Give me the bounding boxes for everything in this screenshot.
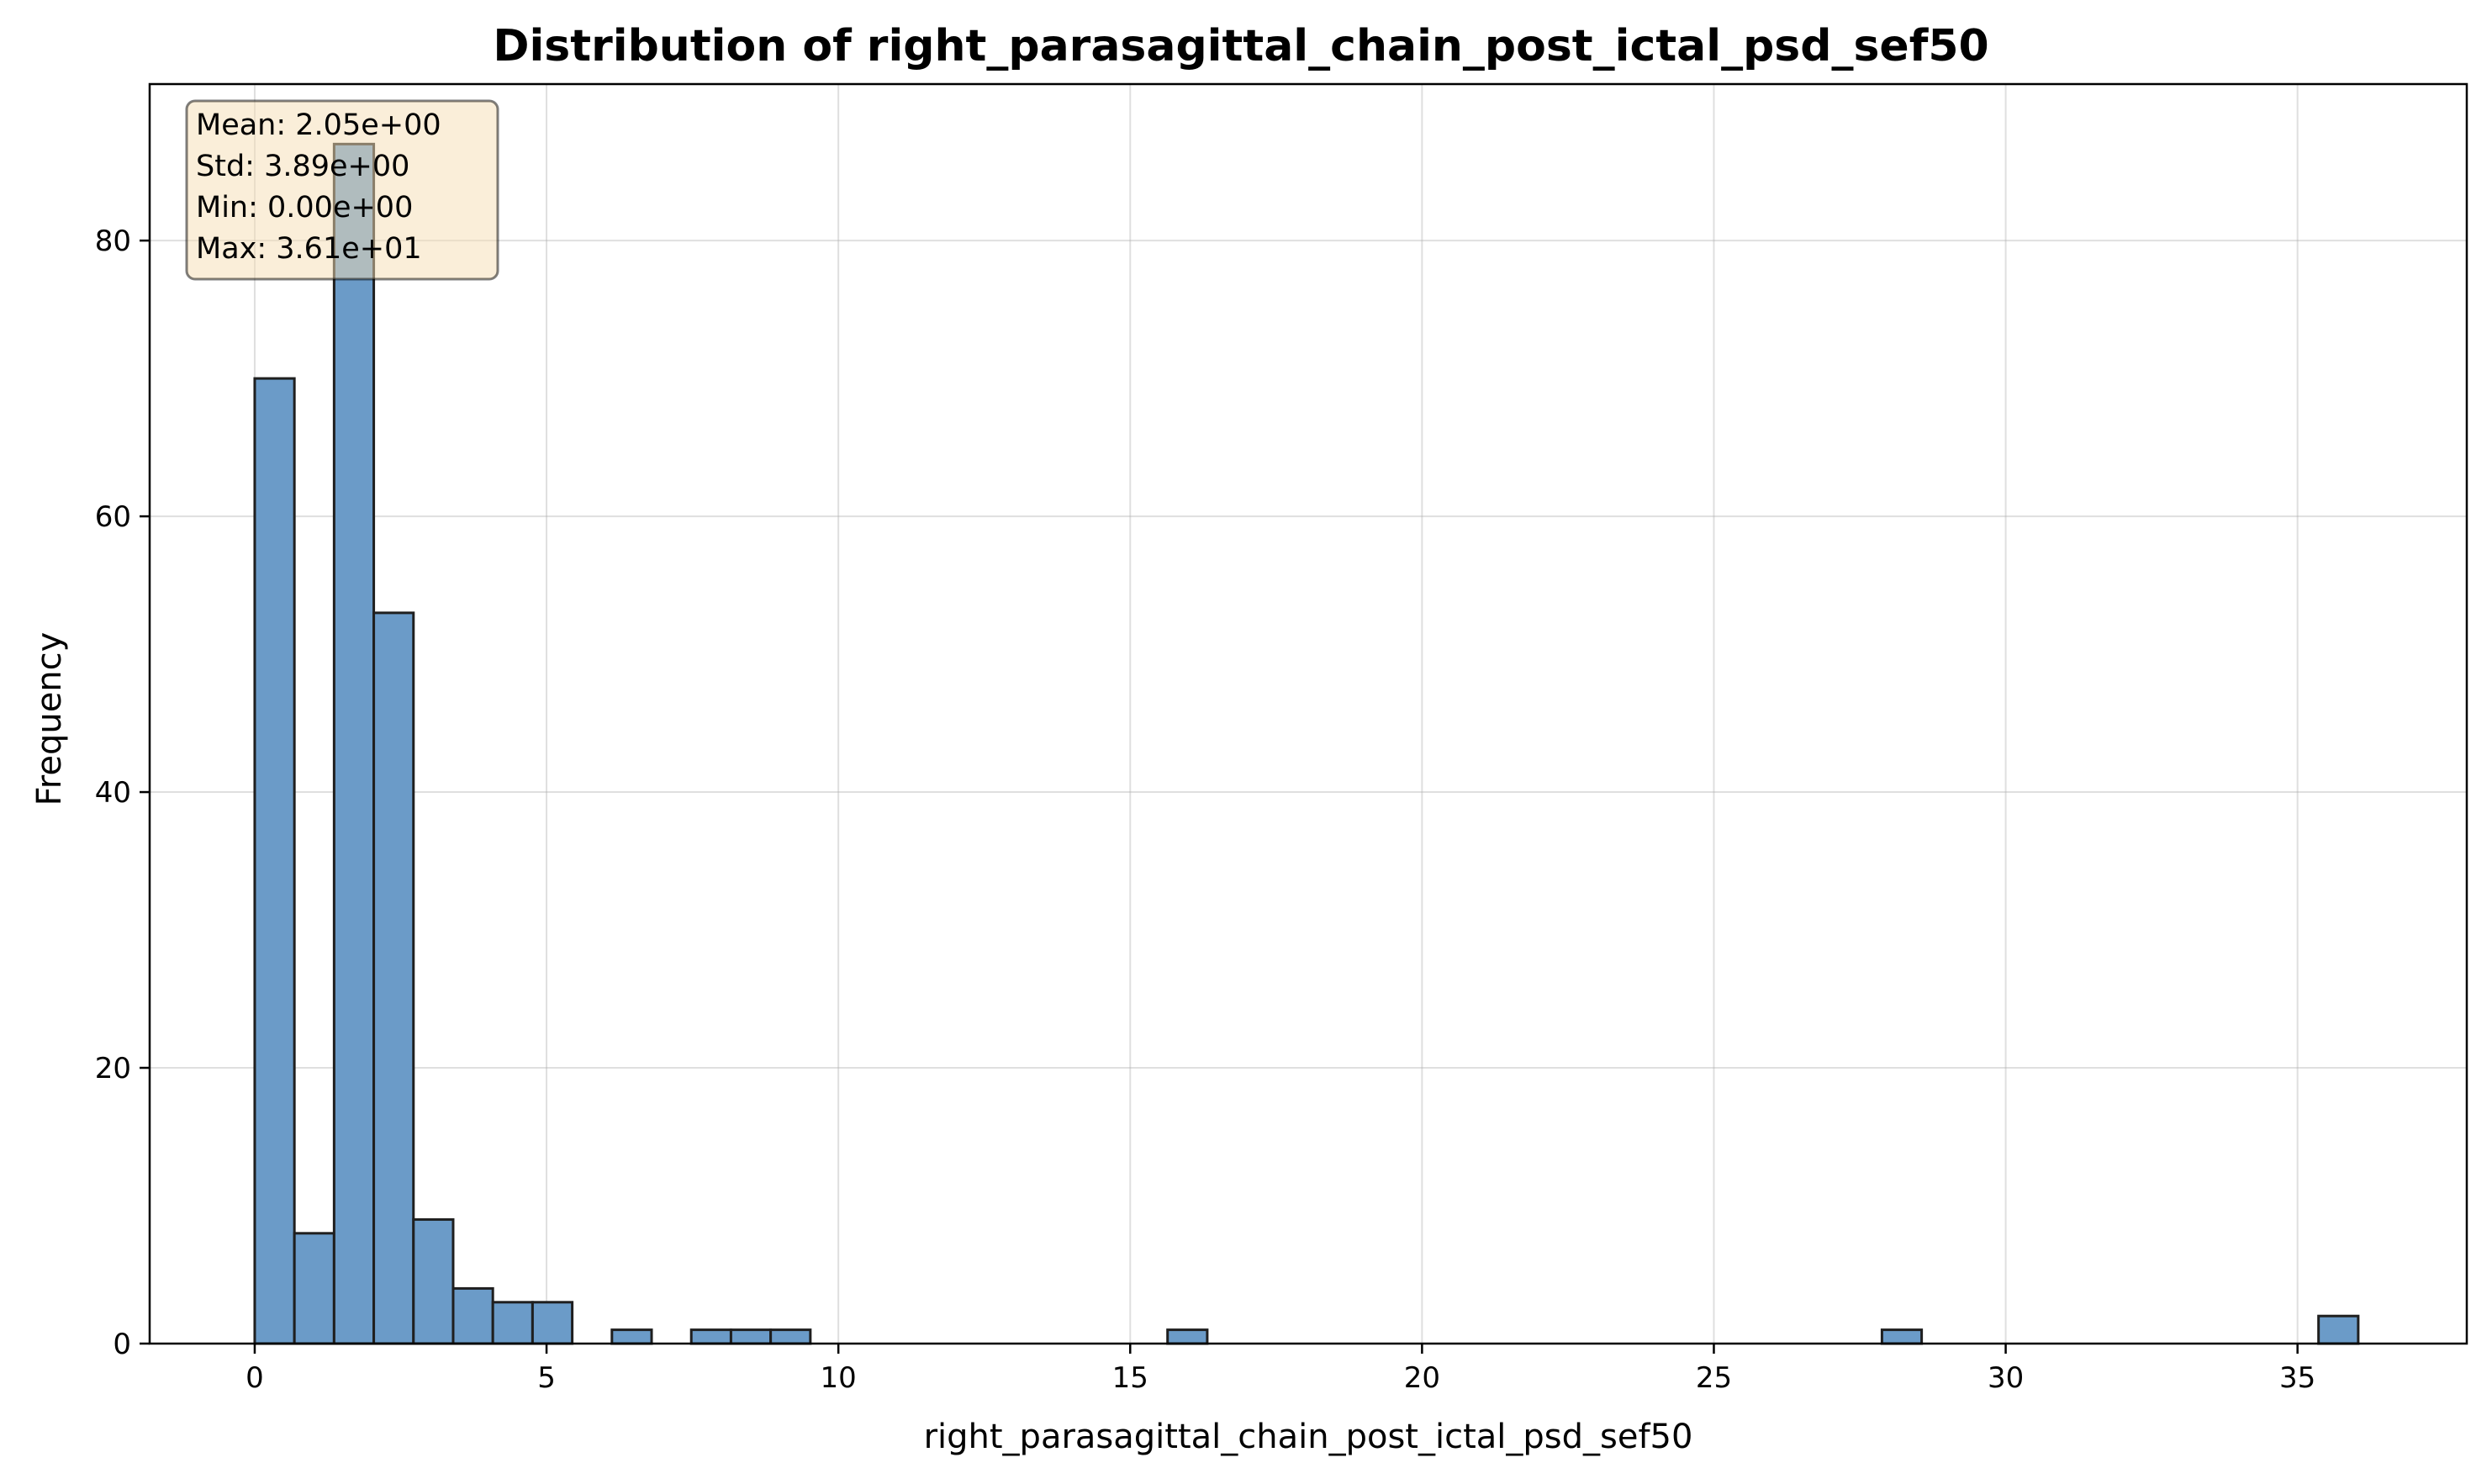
stats-box: Mean: 2.05e+00 Std: 3.89e+00 Min: 0.00e+… — [185, 99, 499, 281]
x-tick-label-2: 10 — [821, 1361, 857, 1395]
histogram-bar-8 — [610, 1328, 653, 1345]
stats-std: Std: 3.89e+00 — [196, 150, 409, 183]
x-tick-label-7: 35 — [2279, 1361, 2315, 1395]
stats-mean: Mean: 2.05e+00 — [196, 108, 441, 142]
x-tick-label-3: 15 — [1112, 1361, 1148, 1395]
y-axis-label: Frequency — [30, 632, 69, 806]
histogram-bar-12 — [1166, 1328, 1209, 1345]
histogram-bar-7 — [531, 1301, 574, 1345]
x-tick-label-1: 5 — [537, 1361, 556, 1395]
y-tick-label-0: 0 — [113, 1328, 131, 1361]
x-tick-label-4: 20 — [1404, 1361, 1440, 1395]
chart-title: Distribution of right_parasagittal_chain… — [493, 21, 1988, 71]
plot-frame — [148, 82, 2468, 1345]
histogram-bar-1 — [293, 1232, 335, 1345]
stats-box-background — [185, 99, 499, 281]
y-tick-label-3: 60 — [95, 500, 131, 534]
histogram-bar-5 — [451, 1286, 494, 1345]
stats-min: Min: 0.00e+00 — [196, 191, 413, 224]
x-axis-label: right_parasagittal_chain_post_ictal_psd_… — [924, 1418, 1693, 1456]
histogram-bar-11 — [769, 1328, 812, 1345]
stats-max: Max: 3.61e+01 — [196, 232, 422, 266]
x-tick-label-5: 25 — [1696, 1361, 1732, 1395]
histogram-bar-2 — [332, 142, 376, 1345]
y-tick-label-1: 20 — [95, 1052, 131, 1085]
y-tick-label-2: 40 — [95, 776, 131, 810]
histogram-bar-14 — [2317, 1314, 2360, 1345]
x-tick-label-0: 0 — [246, 1361, 264, 1395]
histogram-bar-6 — [491, 1301, 534, 1345]
histogram-bar-0 — [253, 377, 296, 1345]
histogram-bar-9 — [689, 1328, 732, 1345]
histogram-bar-13 — [1880, 1328, 1924, 1345]
histogram-bar-4 — [412, 1217, 455, 1345]
x-tick-label-6: 30 — [1988, 1361, 2024, 1395]
y-tick-label-4: 80 — [95, 224, 131, 258]
histogram-bars — [253, 142, 2360, 1345]
histogram-bar-10 — [729, 1328, 773, 1345]
histogram-bar-3 — [372, 611, 415, 1345]
y-axis-ticks: 0 20 40 60 80 — [95, 224, 150, 1361]
x-axis-ticks: 0 5 10 15 20 25 30 35 — [246, 1344, 2315, 1395]
